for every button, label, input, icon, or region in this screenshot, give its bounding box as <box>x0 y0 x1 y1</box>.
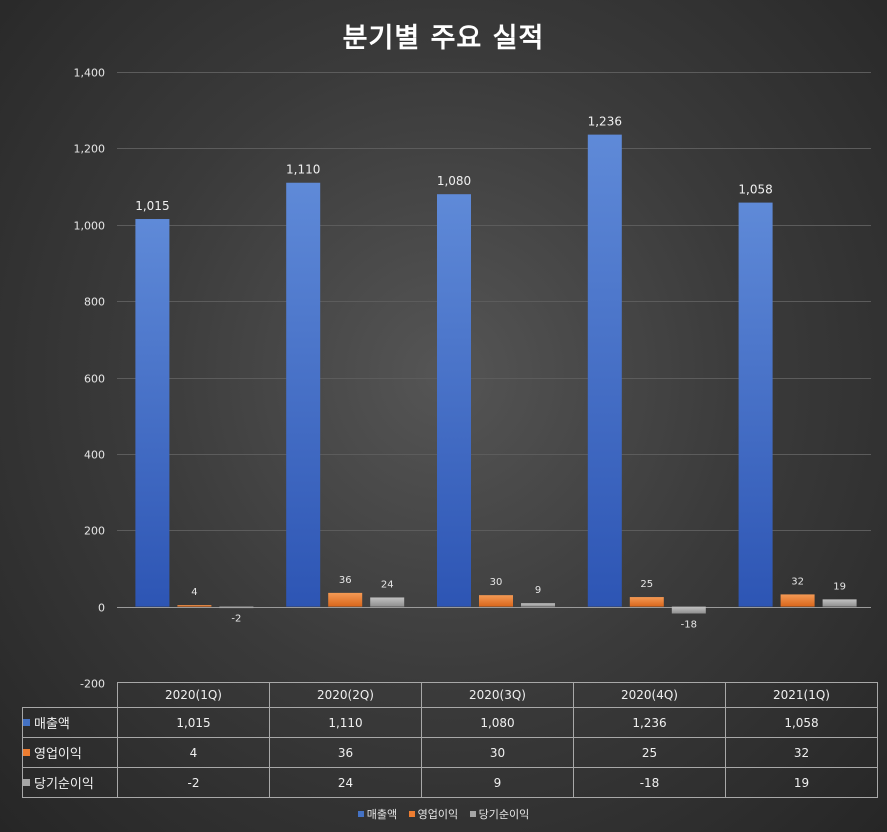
data-table-cell: -2 <box>117 767 270 798</box>
legend-item: 당기순이익 <box>469 806 530 822</box>
data-table-category: 2020(3Q) <box>421 682 574 708</box>
bar-0 <box>587 134 622 607</box>
data-table-cell: 19 <box>725 767 878 798</box>
data-table-category: 2020(4Q) <box>573 682 726 708</box>
legend-swatch-icon <box>469 811 476 817</box>
y-tick-label: 1,400 <box>74 67 106 80</box>
y-tick-label: 1,000 <box>74 220 106 233</box>
legend-item: 매출액 <box>357 806 398 822</box>
data-table-category: 2020(1Q) <box>117 682 270 708</box>
bar-1 <box>479 595 513 607</box>
series-swatch-icon <box>23 749 30 756</box>
data-label: 1,236 <box>588 115 622 129</box>
bar-0 <box>135 219 170 607</box>
data-table-cell: 24 <box>269 767 422 798</box>
data-label: 24 <box>381 579 394 590</box>
bar-2 <box>521 603 555 607</box>
data-label: -2 <box>231 613 241 624</box>
data-table-cell: 1,015 <box>117 707 270 738</box>
legend-label: 영업이익 <box>417 808 459 821</box>
data-label: 1,058 <box>738 183 772 197</box>
data-label: 25 <box>640 579 653 590</box>
data-label: 32 <box>791 576 804 587</box>
chart-legend: 매출액 영업이익 당기순이익 <box>0 806 887 822</box>
series-name: 매출액 <box>34 717 70 732</box>
series-name: 영업이익 <box>34 747 82 762</box>
bar-0 <box>286 182 321 607</box>
series-swatch-icon <box>23 779 30 786</box>
data-table-cell: 32 <box>725 737 878 768</box>
data-table-cell: 25 <box>573 737 726 768</box>
data-table-series-name: 영업이익 <box>22 737 118 768</box>
data-label: 9 <box>535 585 541 596</box>
y-tick-label: 600 <box>84 373 105 386</box>
data-table-category: 2021(1Q) <box>725 682 878 708</box>
y-tick-label: 0 <box>98 602 105 615</box>
data-table-cell: 4 <box>117 737 270 768</box>
y-tick-label: 1,200 <box>74 143 106 156</box>
data-table: 2020(1Q) 2020(2Q) 2020(3Q) 2020(4Q) 2021… <box>22 682 878 798</box>
data-label: 1,015 <box>135 199 169 213</box>
legend-label: 매출액 <box>366 808 398 821</box>
data-table-cell: 1,110 <box>269 707 422 738</box>
y-tick-label: 400 <box>84 449 105 462</box>
data-table-cell: -18 <box>573 767 726 798</box>
y-tick-label: 800 <box>84 296 105 309</box>
data-table-header: 2020(1Q) 2020(2Q) 2020(3Q) 2020(4Q) 2021… <box>23 682 878 708</box>
bar-2 <box>822 599 857 607</box>
data-table-cell: 1,058 <box>725 707 878 738</box>
legend-item: 영업이익 <box>408 806 459 822</box>
data-table-row: 매출액 1,015 1,110 1,080 1,236 1,058 <box>22 707 878 738</box>
data-label: 30 <box>490 577 503 588</box>
data-label: 1,110 <box>286 163 320 177</box>
series-name: 당기순이익 <box>34 777 94 792</box>
series-swatch-icon <box>23 719 30 726</box>
bar-1 <box>629 597 664 607</box>
bar-2 <box>219 606 254 609</box>
data-label: 19 <box>833 581 846 592</box>
data-table-series-name: 매출액 <box>22 707 118 738</box>
bar-1 <box>177 605 212 607</box>
chart-title: 분기별 주요 실적 <box>342 23 545 54</box>
data-label: 1,080 <box>437 174 471 188</box>
data-label: 36 <box>339 575 352 586</box>
legend-swatch-icon <box>408 811 415 817</box>
legend-swatch-icon <box>357 811 364 817</box>
data-label: 4 <box>191 587 197 598</box>
data-table-cell: 1,080 <box>421 707 574 738</box>
data-table-row: 영업이익 4 36 30 25 32 <box>22 737 878 768</box>
bar-2 <box>370 597 405 607</box>
bar-0 <box>437 194 471 607</box>
legend-label: 당기순이익 <box>478 808 530 821</box>
bar-1 <box>328 592 363 607</box>
bar-0 <box>738 202 773 607</box>
y-tick-label: -200 <box>80 678 105 691</box>
data-label: -18 <box>681 619 697 630</box>
data-table-cell: 36 <box>269 737 422 768</box>
data-table-row: 당기순이익 -2 24 9 -18 19 <box>22 767 878 798</box>
data-table-category: 2020(2Q) <box>269 682 422 708</box>
bar-2 <box>671 606 706 614</box>
bar-1 <box>780 594 815 607</box>
data-table-cell: 30 <box>421 737 574 768</box>
y-tick-label: 200 <box>84 525 105 538</box>
data-table-series-name: 당기순이익 <box>22 767 118 798</box>
data-table-cell: 9 <box>421 767 574 798</box>
data-table-corner <box>23 683 118 708</box>
data-table-cell: 1,236 <box>573 707 726 738</box>
